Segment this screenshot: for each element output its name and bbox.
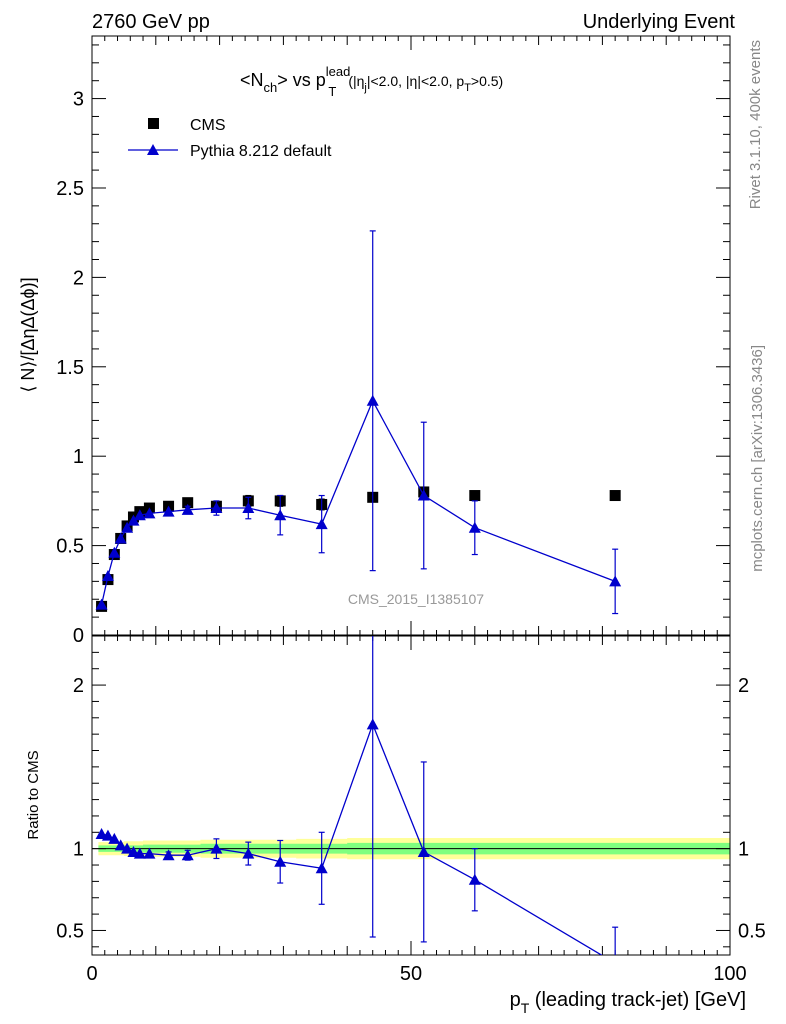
legend-cms-label: CMS (190, 117, 226, 134)
mcplots-label: mcplots.cern.ch [arXiv:1306.3436] (749, 345, 766, 572)
ratio-pythia-point (366, 718, 379, 730)
cms-point (182, 497, 194, 509)
main-plot-frame (91, 35, 731, 636)
ratio-pythia-point (210, 842, 223, 854)
tick-labels: 00.511.522.530.5 0.51 12 20 50 100 (56, 89, 766, 985)
ratio-pythia-point (162, 849, 175, 861)
pythia-point (181, 503, 194, 515)
pythia-point (366, 394, 379, 406)
ratio-ytick-label-right: 0.5 (738, 920, 766, 942)
ratio-plot-frame (91, 635, 731, 956)
ratio-ytick-label-right: 2 (738, 675, 749, 697)
pythia-point (108, 546, 121, 558)
xtick-label: 0 (86, 963, 97, 985)
ratio-pythia-point (468, 873, 481, 885)
main-ytick-label: 0.5 (56, 536, 84, 558)
ratio-pythia-point (133, 847, 146, 859)
ratio-ylabel: Ratio to CMS (25, 750, 42, 839)
axes-frames (91, 35, 731, 956)
legend-pythia-marker (147, 144, 159, 155)
ratio-pythia-point (315, 862, 328, 874)
main-ytick-label: 1 (73, 446, 84, 468)
main-ytick-label: 3 (73, 89, 84, 111)
legend-pythia-label: Pythia 8.212 default (190, 143, 332, 160)
ratio-ytick-label-left: 2 (73, 675, 84, 697)
pythia-line (100, 399, 616, 605)
legend-cms-marker (148, 118, 159, 129)
main-ytick-label: 2 (73, 267, 84, 289)
ratio-pythia-point (101, 829, 114, 841)
header-left: 2760 GeV pp (92, 11, 210, 33)
pythia-point (133, 509, 146, 521)
pythia-point (274, 509, 287, 521)
main-data-marks (95, 230, 622, 615)
pythia-point (468, 521, 481, 533)
pythia-point (95, 598, 108, 610)
xtick-label: 100 (713, 963, 746, 985)
pythia-point (210, 502, 223, 514)
x-axis-label: pT (leading track-jet) [GeV] (510, 989, 746, 1016)
cms-point (609, 490, 621, 502)
pythia-point (315, 518, 328, 530)
xtick-label: 50 (400, 963, 422, 985)
pythia-point (121, 521, 134, 533)
ratio-ytick-label-left: 0.5 (56, 920, 84, 942)
ratio-pythia-point (121, 842, 134, 854)
main-ytick-label: 2.5 (56, 178, 84, 200)
ratio-ytick-label-left: 1 (73, 839, 84, 861)
rivet-label: Rivet 3.1.10, 400k events (747, 40, 764, 209)
legend: CMS Pythia 8.212 default (128, 117, 332, 160)
ratio-pythia-point (274, 855, 287, 867)
main-title: <Nch> vs plead T(|ηj|<2.0, |η|<2.0, pT>0.… (240, 64, 503, 99)
pythia-point (101, 569, 114, 581)
axis-ticks (91, 36, 731, 955)
pythia-point (242, 502, 255, 514)
cms-point (469, 490, 481, 502)
main-ytick-label: 0 (73, 625, 84, 647)
data-marks (95, 230, 622, 968)
ratio-pythia-point (143, 847, 156, 859)
pythia-point (114, 532, 127, 544)
pythia-point (127, 514, 140, 526)
ratio-ytick-label-right: 1 (738, 839, 749, 861)
header-right: Underlying Event (583, 11, 736, 33)
ratio-pythia-point (114, 839, 127, 851)
pythia-point (417, 489, 430, 501)
pythia-point (143, 507, 156, 519)
pythia-point (162, 505, 175, 517)
analysis-watermark: CMS_2015_I1385107 (348, 591, 484, 607)
ratio-pythia-point (242, 847, 255, 859)
ratio-pythia-point (181, 849, 194, 861)
ratio-pythia-point (609, 957, 621, 968)
ratio-pythia-point (108, 832, 121, 844)
ratio-data-marks (95, 636, 621, 968)
pythia-point (609, 575, 622, 587)
ratio-pythia-point (417, 845, 430, 857)
main-ylabel: ⟨ N⟩/[ΔηΔ(Δϕ)] (18, 277, 38, 392)
main-ytick-label: 1.5 (56, 357, 84, 379)
